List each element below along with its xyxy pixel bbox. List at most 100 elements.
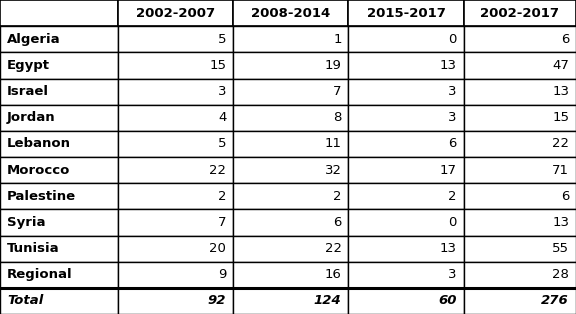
Text: Algeria: Algeria xyxy=(7,33,60,46)
Bar xyxy=(0,26,118,52)
Text: 4: 4 xyxy=(218,111,226,124)
Bar xyxy=(464,26,576,52)
Bar xyxy=(118,131,233,157)
Text: 19: 19 xyxy=(325,59,342,72)
Bar xyxy=(118,209,233,236)
Bar xyxy=(233,209,348,236)
Text: 13: 13 xyxy=(552,85,569,98)
Bar xyxy=(233,52,348,78)
Bar xyxy=(0,183,118,209)
Bar xyxy=(118,157,233,183)
Text: 17: 17 xyxy=(439,164,457,176)
Text: Regional: Regional xyxy=(7,268,73,281)
Text: 5: 5 xyxy=(218,138,226,150)
Text: 5: 5 xyxy=(218,33,226,46)
Bar xyxy=(348,0,464,26)
Text: 47: 47 xyxy=(552,59,569,72)
Bar xyxy=(348,157,464,183)
Text: 6: 6 xyxy=(560,33,569,46)
Bar xyxy=(118,236,233,262)
Text: 7: 7 xyxy=(218,216,226,229)
Bar xyxy=(464,157,576,183)
Text: Morocco: Morocco xyxy=(7,164,70,176)
Bar xyxy=(348,183,464,209)
Bar xyxy=(348,78,464,105)
Bar xyxy=(118,52,233,78)
Bar xyxy=(233,236,348,262)
Bar xyxy=(348,26,464,52)
Text: 2008-2014: 2008-2014 xyxy=(251,7,331,19)
Text: 7: 7 xyxy=(333,85,342,98)
Text: 16: 16 xyxy=(325,268,342,281)
Text: 2002-2017: 2002-2017 xyxy=(480,7,559,19)
Text: 6: 6 xyxy=(560,190,569,203)
Bar xyxy=(233,26,348,52)
Text: 3: 3 xyxy=(448,268,457,281)
Bar xyxy=(118,0,233,26)
Bar xyxy=(0,262,118,288)
Bar xyxy=(118,262,233,288)
Text: 71: 71 xyxy=(552,164,569,176)
Bar xyxy=(233,0,348,26)
Bar xyxy=(348,52,464,78)
Bar xyxy=(233,131,348,157)
Bar xyxy=(348,288,464,314)
Text: Jordan: Jordan xyxy=(7,111,55,124)
Text: 15: 15 xyxy=(552,111,569,124)
Text: 276: 276 xyxy=(541,295,569,307)
Text: 9: 9 xyxy=(218,268,226,281)
Bar xyxy=(118,183,233,209)
Bar xyxy=(118,26,233,52)
Text: 22: 22 xyxy=(324,242,342,255)
Text: 11: 11 xyxy=(324,138,342,150)
Bar xyxy=(464,0,576,26)
Text: 15: 15 xyxy=(209,59,226,72)
Bar xyxy=(233,288,348,314)
Bar xyxy=(233,183,348,209)
Bar xyxy=(464,209,576,236)
Text: 28: 28 xyxy=(552,268,569,281)
Text: Tunisia: Tunisia xyxy=(7,242,59,255)
Text: Total: Total xyxy=(7,295,43,307)
Text: 1: 1 xyxy=(333,33,342,46)
Text: 13: 13 xyxy=(439,242,457,255)
Text: 22: 22 xyxy=(552,138,569,150)
Bar xyxy=(233,157,348,183)
Bar xyxy=(464,262,576,288)
Bar xyxy=(464,183,576,209)
Text: Lebanon: Lebanon xyxy=(7,138,71,150)
Text: 2002-2007: 2002-2007 xyxy=(136,7,215,19)
Text: 6: 6 xyxy=(448,138,457,150)
Text: 124: 124 xyxy=(314,295,342,307)
Text: Egypt: Egypt xyxy=(7,59,50,72)
Bar xyxy=(0,288,118,314)
Bar xyxy=(0,78,118,105)
Bar xyxy=(348,131,464,157)
Text: Israel: Israel xyxy=(7,85,49,98)
Bar xyxy=(233,105,348,131)
Text: 8: 8 xyxy=(333,111,342,124)
Text: 6: 6 xyxy=(333,216,342,229)
Text: 0: 0 xyxy=(448,216,457,229)
Bar xyxy=(348,262,464,288)
Bar xyxy=(0,157,118,183)
Bar xyxy=(348,236,464,262)
Text: 60: 60 xyxy=(438,295,457,307)
Text: 55: 55 xyxy=(552,242,569,255)
Bar xyxy=(348,105,464,131)
Text: 2015-2017: 2015-2017 xyxy=(367,7,445,19)
Bar xyxy=(0,52,118,78)
Bar xyxy=(464,131,576,157)
Text: 3: 3 xyxy=(448,85,457,98)
Bar xyxy=(0,236,118,262)
Bar xyxy=(0,209,118,236)
Text: 2: 2 xyxy=(448,190,457,203)
Bar xyxy=(464,236,576,262)
Text: Syria: Syria xyxy=(7,216,46,229)
Text: 2: 2 xyxy=(333,190,342,203)
Bar xyxy=(464,52,576,78)
Bar xyxy=(348,209,464,236)
Bar xyxy=(118,288,233,314)
Text: 32: 32 xyxy=(324,164,342,176)
Bar xyxy=(118,78,233,105)
